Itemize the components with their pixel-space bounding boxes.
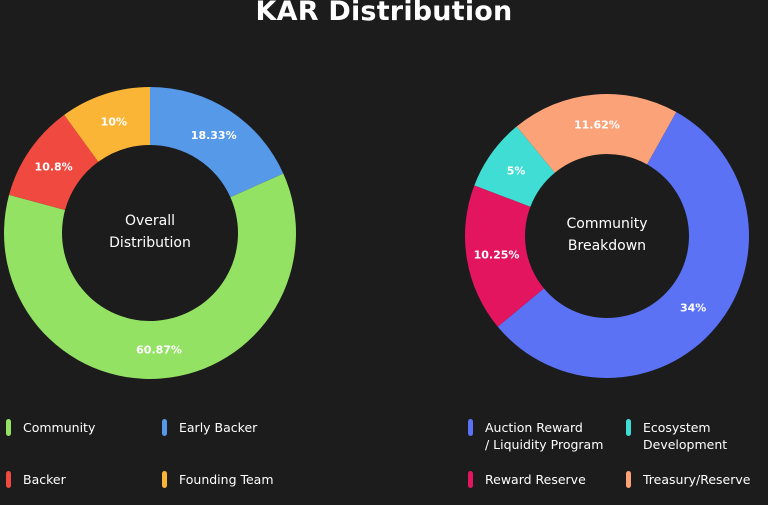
legend-label: Treasury/Reserve [643,472,751,487]
legend-label: Backer [23,472,66,487]
slice-label-community: 60.87% [136,344,182,357]
legend-item-auction-reward-liquidity-program: Auction Reward / Liquidity Program [468,419,603,453]
slice-label-ecosystem-development: 5% [507,165,526,178]
legend-item-treasury-reserve: Treasury/Reserve [626,471,750,488]
slice-label-auction-reward-liquidity-program: 34% [680,302,706,315]
slice-label-founding-team: 10% [101,116,127,129]
slice-label-early-backer: 18.33% [191,129,237,142]
slice-ecosystem-development [474,126,555,207]
legend-item-backer: Backer [6,471,66,488]
legend-swatch [468,471,473,488]
legend-label: Ecosystem Development [643,420,728,452]
slice-early-backer [150,87,284,198]
legend-item-reward-reserve: Reward Reserve [468,471,586,488]
center-label: Community Breakdown [566,216,647,254]
legend-label: Founding Team [179,472,274,487]
legend-item-early-backer: Early Backer [162,419,257,436]
legend-swatch [162,471,167,488]
slice-auction-reward-liquidity-program [497,112,749,378]
legend-swatch [626,419,631,436]
slice-label-reward-reserve: 10.25% [474,248,520,261]
slice-label-backer: 10.8% [35,161,73,174]
legend-label: Auction Reward / Liquidity Program [485,420,604,452]
legend-item-ecosystem-development: Ecosystem Development [626,419,727,453]
legend-label: Community [23,420,96,435]
chart-title: KAR Distribution [255,0,513,27]
slice-label-treasury-reserve: 11.62% [574,118,620,131]
slice-backer [9,114,99,211]
donut-chart-2: 34% 10.25% 5% 11.62% Community Breakdown [464,94,749,378]
slice-founding-team [64,87,150,162]
legend-swatch [162,419,167,436]
slice-community [3,173,296,379]
center-label: Overall Distribution [109,213,191,251]
legend-swatch [6,471,11,488]
legend-swatch [6,419,11,436]
legend-item-founding-team: Founding Team [162,471,274,488]
slice-reward-reserve [464,185,544,327]
legend-label: Early Backer [179,420,258,435]
donut-chart-1: 18.33% 60.87% 10.8% 10% Overall Distribution [3,87,296,379]
legend-label: Reward Reserve [485,472,586,487]
slice-treasury-reserve [516,94,677,173]
legend-item-community: Community [6,419,95,436]
legend-swatch [468,419,473,436]
legend-swatch [626,471,631,488]
